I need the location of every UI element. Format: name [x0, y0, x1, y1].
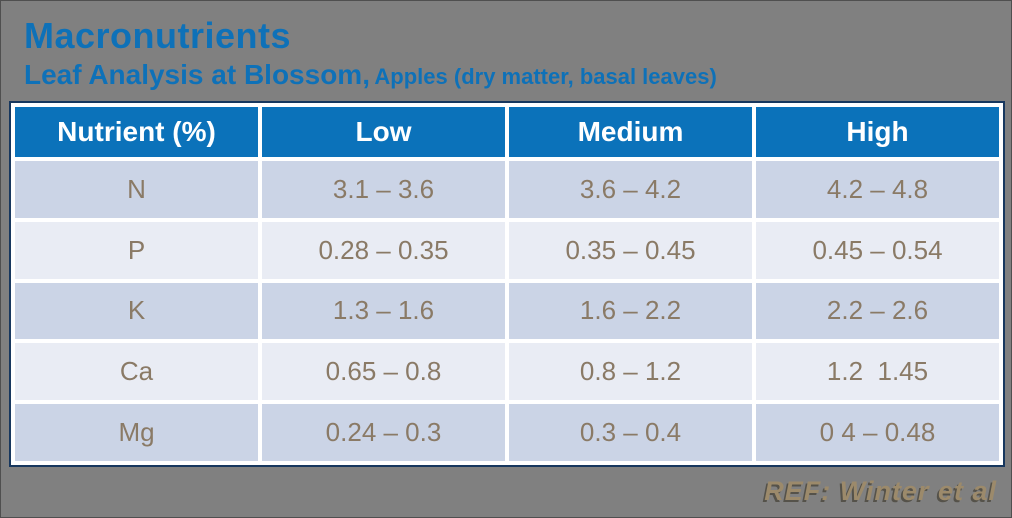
cell-nutrient: K: [15, 282, 258, 340]
cell-high: 2.2 – 2.6: [756, 282, 999, 340]
cell-nutrient: N: [15, 161, 258, 218]
nutrient-table: Nutrient (%) Low Medium High N 3.1 – 3.6…: [9, 101, 1005, 467]
header-nutrient: Nutrient (%): [15, 107, 258, 157]
cell-nutrient: P: [15, 221, 258, 279]
header-low: Low: [262, 107, 505, 157]
header-high: High: [756, 107, 999, 157]
subtitle-main: Leaf Analysis at Blossom,: [24, 59, 370, 90]
table-row: P 0.28 – 0.35 0.35 – 0.45 0.45 – 0.54: [15, 221, 999, 279]
subtitle-detail: Apples (dry matter, basal leaves): [374, 64, 717, 89]
cell-medium: 1.6 – 2.2: [509, 282, 752, 340]
cell-low: 0.28 – 0.35: [262, 221, 505, 279]
cell-low: 1.3 – 1.6: [262, 282, 505, 340]
page-subtitle: Leaf Analysis at Blossom, Apples (dry ma…: [24, 59, 717, 91]
page-title: Macronutrients: [24, 15, 292, 56]
header-medium: Medium: [509, 107, 752, 157]
reference-text: REF: Winter et al: [764, 476, 997, 506]
table-row: Ca 0.65 – 0.8 0.8 – 1.2 1.2 1.45: [15, 343, 999, 401]
cell-low: 0.65 – 0.8: [262, 343, 505, 401]
cell-high: 4.2 – 4.8: [756, 161, 999, 218]
cell-nutrient: Mg: [15, 404, 258, 461]
cell-medium: 0.8 – 1.2: [509, 343, 752, 401]
table-header-row: Nutrient (%) Low Medium High: [15, 107, 999, 157]
cell-high: 0 4 – 0.48: [756, 404, 999, 461]
cell-nutrient: Ca: [15, 343, 258, 401]
table-row: N 3.1 – 3.6 3.6 – 4.2 4.2 – 4.8: [15, 161, 999, 218]
cell-medium: 3.6 – 4.2: [509, 161, 752, 218]
cell-low: 0.24 – 0.3: [262, 404, 505, 461]
cell-medium: 0.3 – 0.4: [509, 404, 752, 461]
table-row: Mg 0.24 – 0.3 0.3 – 0.4 0 4 – 0.48: [15, 404, 999, 461]
cell-medium: 0.35 – 0.45: [509, 221, 752, 279]
cell-high: 0.45 – 0.54: [756, 221, 999, 279]
cell-high: 1.2 1.45: [756, 343, 999, 401]
table-row: K 1.3 – 1.6 1.6 – 2.2 2.2 – 2.6: [15, 282, 999, 340]
cell-low: 3.1 – 3.6: [262, 161, 505, 218]
